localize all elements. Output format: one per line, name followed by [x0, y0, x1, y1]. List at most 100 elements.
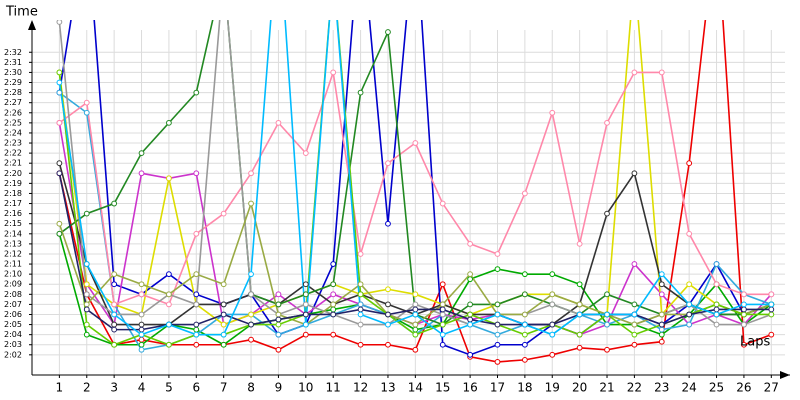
data-point — [631, 311, 638, 318]
data-point — [385, 286, 391, 293]
data-point — [686, 281, 693, 288]
data-point — [330, 281, 337, 288]
data-point — [83, 291, 90, 298]
data-point — [631, 261, 638, 267]
data-point — [412, 291, 419, 298]
data-point — [439, 301, 446, 308]
data-point — [439, 341, 446, 348]
data-point — [138, 281, 145, 288]
data-point — [220, 301, 227, 308]
data-point — [220, 321, 227, 328]
data-point — [56, 170, 63, 177]
data-point — [658, 281, 665, 288]
x-tick-label: 2 — [83, 381, 91, 395]
data-point — [768, 311, 775, 318]
data-point — [138, 170, 145, 177]
data-point — [111, 321, 118, 328]
data-point — [494, 321, 501, 328]
data-point — [193, 331, 200, 338]
data-point — [56, 160, 63, 167]
data-point — [220, 331, 227, 338]
data-point — [248, 200, 254, 207]
data-point — [576, 240, 583, 247]
y-tick-label: 2:06 — [4, 310, 22, 319]
data-point — [439, 306, 446, 313]
data-point — [494, 358, 501, 365]
data-point — [521, 291, 528, 298]
data-point — [741, 301, 747, 308]
data-point — [193, 321, 200, 328]
data-point — [248, 321, 254, 328]
data-point — [521, 271, 528, 278]
x-tick-label: 6 — [192, 381, 200, 395]
data-point — [56, 20, 63, 25]
y-tick-label: 2:14 — [4, 229, 22, 238]
data-point — [494, 251, 501, 257]
data-point — [83, 261, 90, 267]
y-tick-label: 2:29 — [4, 78, 22, 87]
y-tick-label: 2:19 — [4, 179, 22, 188]
data-point — [138, 311, 145, 318]
data-point — [521, 311, 528, 318]
data-point — [439, 321, 446, 328]
data-point — [138, 326, 145, 333]
data-point — [412, 326, 419, 333]
data-point — [330, 301, 337, 308]
y-tick-label: 2:23 — [4, 139, 22, 148]
y-tick-label: 2:04 — [4, 330, 22, 339]
data-point — [385, 311, 391, 318]
data-point — [302, 301, 309, 308]
data-point — [412, 140, 419, 146]
data-point — [193, 301, 200, 308]
data-point — [576, 344, 583, 351]
x-tick-label: 22 — [627, 381, 642, 395]
data-point — [658, 331, 665, 338]
data-point — [467, 321, 474, 328]
x-tick-label: 14 — [408, 381, 423, 395]
data-point — [83, 281, 90, 288]
x-axis-title: Laps — [740, 335, 770, 350]
data-point — [385, 29, 391, 35]
data-point — [248, 170, 254, 177]
y-tick-label: 2:22 — [4, 149, 22, 158]
y-tick-label: 2:30 — [4, 68, 22, 77]
data-point — [385, 321, 391, 328]
data-point — [220, 341, 227, 348]
data-point — [439, 281, 446, 288]
y-tick-label: 2:13 — [4, 239, 22, 248]
data-point — [302, 311, 309, 318]
data-point — [220, 311, 227, 318]
data-point — [138, 291, 145, 298]
y-tick-label: 2:15 — [4, 219, 22, 228]
data-point — [138, 341, 145, 348]
data-point — [193, 291, 200, 298]
x-tick-label: 16 — [462, 381, 477, 395]
data-point — [549, 331, 556, 338]
data-point — [658, 326, 665, 333]
data-point — [357, 311, 364, 318]
y-tick-label: 2:26 — [4, 108, 22, 117]
x-tick-label: 23 — [654, 381, 669, 395]
data-point — [193, 89, 200, 96]
plot-area — [56, 20, 775, 365]
y-tick-label: 2:09 — [4, 280, 22, 289]
data-point — [83, 210, 90, 217]
y-axis-arrow — [28, 20, 36, 30]
data-point — [385, 160, 391, 167]
x-tick-label: 10 — [298, 381, 313, 395]
data-point — [741, 341, 747, 348]
data-point — [549, 321, 556, 328]
data-point — [412, 346, 419, 353]
data-point — [248, 271, 254, 278]
data-point — [713, 311, 720, 318]
y-tick-label: 2:28 — [4, 88, 22, 97]
y-tick-label: 2:31 — [4, 58, 22, 67]
data-point — [494, 331, 501, 338]
data-point — [83, 109, 90, 116]
data-point — [302, 291, 309, 298]
data-point — [166, 321, 172, 328]
data-point — [357, 301, 364, 308]
data-point — [330, 331, 337, 338]
data-point — [439, 200, 446, 207]
data-point — [412, 311, 419, 318]
